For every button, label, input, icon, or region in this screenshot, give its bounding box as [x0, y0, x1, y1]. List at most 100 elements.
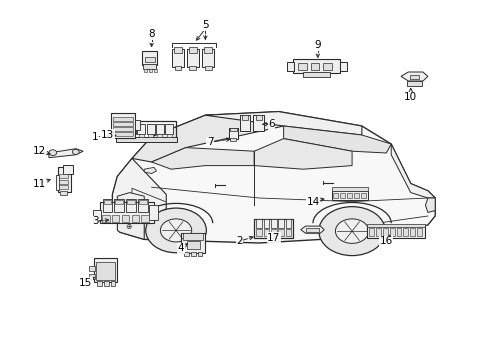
Bar — [149, 205, 158, 220]
Bar — [278, 219, 284, 228]
Bar — [128, 124, 136, 134]
Bar — [120, 134, 125, 137]
Bar — [190, 252, 195, 256]
Bar — [153, 69, 157, 72]
Bar — [204, 47, 212, 53]
Text: 16: 16 — [379, 236, 392, 246]
Bar — [270, 229, 276, 236]
Bar — [103, 281, 108, 286]
Bar — [285, 219, 291, 228]
Circle shape — [72, 149, 79, 154]
Text: ⊕: ⊕ — [125, 222, 132, 231]
Bar — [56, 175, 59, 190]
Bar — [293, 59, 339, 73]
Bar — [122, 215, 129, 222]
Bar — [113, 127, 133, 131]
Bar — [181, 233, 205, 253]
Bar — [100, 202, 154, 223]
Bar — [183, 252, 188, 256]
Bar — [135, 120, 140, 130]
Bar — [375, 228, 380, 236]
Polygon shape — [117, 220, 144, 239]
Polygon shape — [400, 72, 427, 81]
Bar — [229, 128, 236, 131]
Bar — [59, 174, 68, 178]
Bar — [62, 165, 73, 174]
Bar — [285, 229, 291, 236]
Bar — [143, 64, 156, 69]
Bar — [58, 167, 71, 192]
Bar — [97, 281, 102, 286]
Text: 9: 9 — [314, 40, 321, 50]
Bar — [189, 66, 196, 70]
Bar — [144, 57, 154, 62]
Bar — [117, 121, 176, 138]
Bar — [148, 134, 153, 137]
Polygon shape — [151, 148, 254, 169]
Bar — [113, 122, 133, 126]
Bar — [263, 229, 269, 236]
Bar — [102, 199, 112, 212]
Bar — [129, 134, 134, 137]
Bar — [93, 210, 101, 220]
Bar — [139, 134, 143, 137]
Text: 3: 3 — [92, 216, 99, 226]
Text: 5: 5 — [202, 20, 208, 30]
Polygon shape — [49, 149, 83, 158]
Polygon shape — [205, 112, 361, 135]
Bar — [114, 199, 124, 212]
Bar — [146, 124, 154, 134]
Bar — [138, 199, 147, 212]
Bar — [256, 229, 262, 236]
Bar — [396, 228, 401, 236]
Bar — [157, 134, 162, 137]
Bar — [60, 191, 66, 195]
Bar — [305, 228, 319, 232]
Bar — [368, 228, 373, 236]
Bar — [137, 124, 145, 134]
Text: 8: 8 — [148, 29, 155, 39]
Text: 2: 2 — [236, 236, 243, 246]
Bar — [186, 241, 199, 249]
Text: 12: 12 — [32, 146, 46, 156]
Bar — [174, 47, 182, 53]
Polygon shape — [132, 115, 283, 162]
Text: 1: 1 — [92, 132, 99, 142]
Bar — [286, 62, 293, 71]
Bar — [333, 193, 338, 198]
Bar — [202, 49, 214, 67]
Bar — [156, 124, 163, 134]
Bar — [116, 137, 177, 142]
Bar — [406, 81, 421, 86]
Circle shape — [335, 219, 368, 243]
Bar — [148, 69, 152, 72]
Bar — [102, 215, 109, 222]
Bar — [353, 193, 358, 198]
Bar — [239, 115, 250, 131]
Bar — [204, 66, 211, 70]
Bar — [59, 180, 68, 184]
Bar — [188, 47, 196, 53]
Text: 14: 14 — [305, 197, 319, 207]
Bar — [389, 228, 394, 236]
Circle shape — [318, 207, 385, 256]
Bar — [360, 193, 365, 198]
Bar — [263, 219, 269, 228]
Polygon shape — [144, 167, 156, 174]
Bar — [112, 215, 119, 222]
Bar — [183, 233, 203, 240]
Polygon shape — [112, 112, 434, 243]
Circle shape — [49, 150, 57, 156]
Bar — [242, 115, 247, 120]
Text: 4: 4 — [177, 243, 184, 253]
Bar — [59, 185, 68, 189]
Bar — [382, 228, 387, 236]
Bar — [331, 191, 367, 200]
Bar — [409, 228, 414, 236]
Circle shape — [145, 208, 206, 253]
Bar — [254, 219, 293, 238]
Bar — [110, 281, 115, 286]
Bar — [346, 193, 351, 198]
Bar — [126, 199, 136, 212]
Bar — [94, 258, 117, 282]
